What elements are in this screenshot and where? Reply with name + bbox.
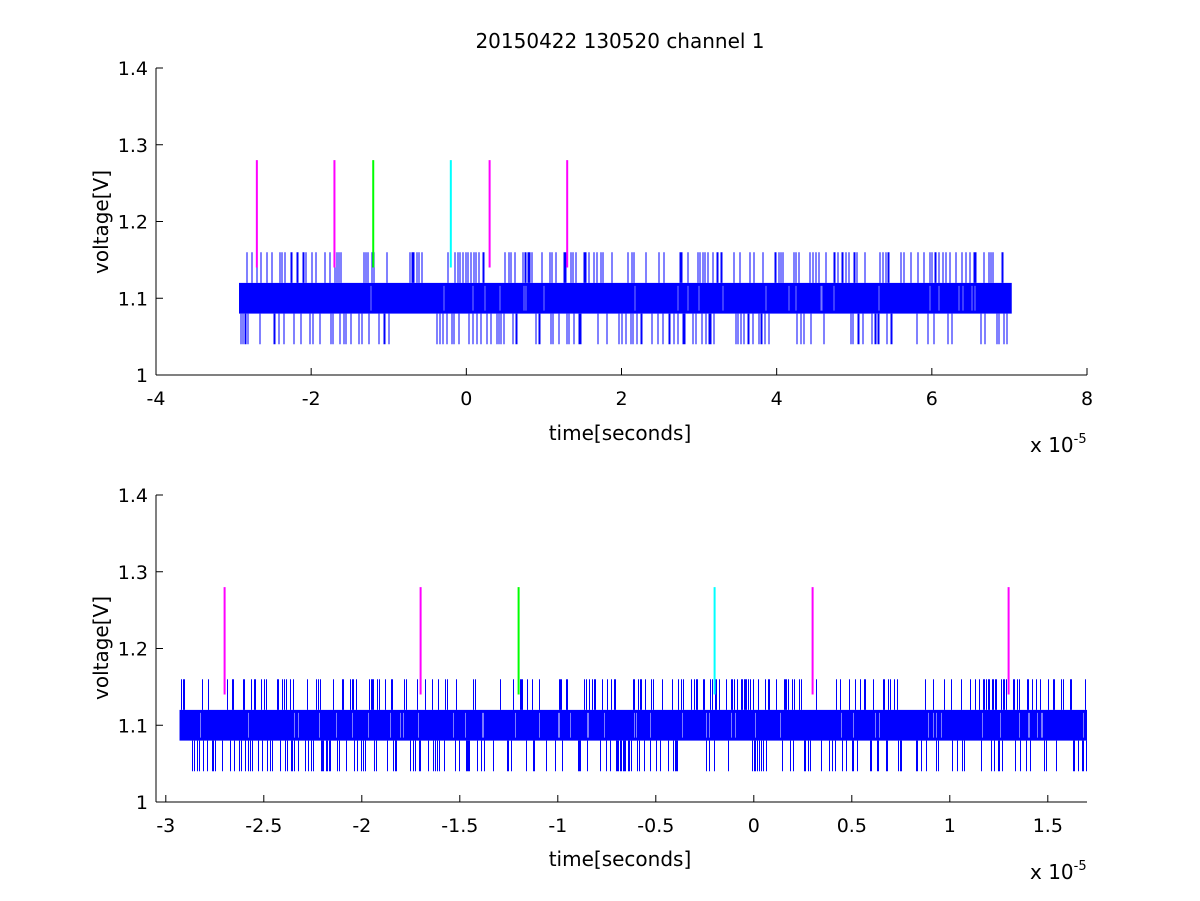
x-multiplier-exponent: -5	[1074, 432, 1087, 447]
x-multiplier: x 10-5	[1030, 432, 1087, 457]
y-tick-label: 1.4	[118, 58, 148, 80]
y-tick-label: 1.3	[118, 135, 148, 157]
plot-bottom-marks	[179, 587, 1087, 772]
x-tick-label: -3	[156, 815, 175, 837]
x-tick-label: 6	[926, 388, 938, 410]
chart-title: 20150422 130520 channel 1	[475, 29, 764, 53]
x-tick-label: -2	[352, 815, 371, 837]
x-tick-label: -0.5	[637, 815, 674, 837]
signal-gaps	[370, 285, 976, 311]
plot-top-x-ticks: -4 -2 0 2 4 6 8	[147, 368, 1093, 410]
signal-gaps	[200, 712, 1084, 738]
y-tick-label: 1.3	[118, 562, 148, 584]
x-axis-label: time[seconds]	[549, 847, 692, 871]
x-tick-label: 8	[1081, 388, 1093, 410]
y-axis-label: voltage[V]	[89, 596, 113, 700]
plot-top: 20150422 130520 channel 1 -4 -2 0 2 4 6 8 1 1.1…	[89, 29, 1093, 457]
x-tick-label: -1	[548, 815, 567, 837]
x-multiplier-base: x 10	[1030, 860, 1074, 884]
plot-bottom-y-ticks: 1 1.1 1.2 1.3 1.4	[118, 485, 163, 814]
x-multiplier: x 10-5	[1030, 859, 1087, 884]
y-axis-label: voltage[V]	[89, 170, 113, 274]
x-tick-label: -2.5	[245, 815, 282, 837]
y-tick-label: 1.4	[118, 485, 148, 507]
x-tick-label: 4	[771, 388, 783, 410]
signal-spikes	[240, 252, 1008, 345]
plot-top-marks	[239, 160, 1012, 345]
y-tick-label: 1.1	[118, 715, 148, 737]
y-tick-label: 1	[136, 792, 148, 814]
y-tick-label: 1.2	[118, 639, 148, 661]
x-tick-label: -2	[302, 388, 321, 410]
x-tick-label: 1	[944, 815, 956, 837]
plot-bottom-x-ticks: -3 -2.5 -2 -1.5 -1 -0.5 0 0.5 1 1.5	[156, 795, 1063, 837]
x-tick-label: -1.5	[441, 815, 478, 837]
x-tick-label: 0	[460, 388, 472, 410]
x-tick-label: 1.5	[1033, 815, 1063, 837]
y-tick-label: 1.1	[118, 288, 148, 310]
signal-spikes	[181, 679, 1087, 772]
y-tick-label: 1	[136, 365, 148, 387]
signal-band	[179, 709, 1087, 741]
plot-bottom: -3 -2.5 -2 -1.5 -1 -0.5 0 0.5 1 1.5 1 1.1 1.2 1.3 1.4…	[89, 485, 1087, 884]
signal-band	[239, 282, 1012, 314]
plot-top-y-ticks: 1 1.1 1.2 1.3 1.4	[118, 58, 163, 387]
x-tick-label: 0.5	[837, 815, 867, 837]
x-tick-label: -4	[147, 388, 166, 410]
x-multiplier-base: x 10	[1030, 433, 1074, 457]
x-multiplier-exponent: -5	[1074, 859, 1087, 874]
x-tick-label: 0	[748, 815, 760, 837]
x-tick-label: 2	[615, 388, 627, 410]
y-tick-label: 1.2	[118, 212, 148, 234]
x-axis-label: time[seconds]	[549, 421, 692, 445]
